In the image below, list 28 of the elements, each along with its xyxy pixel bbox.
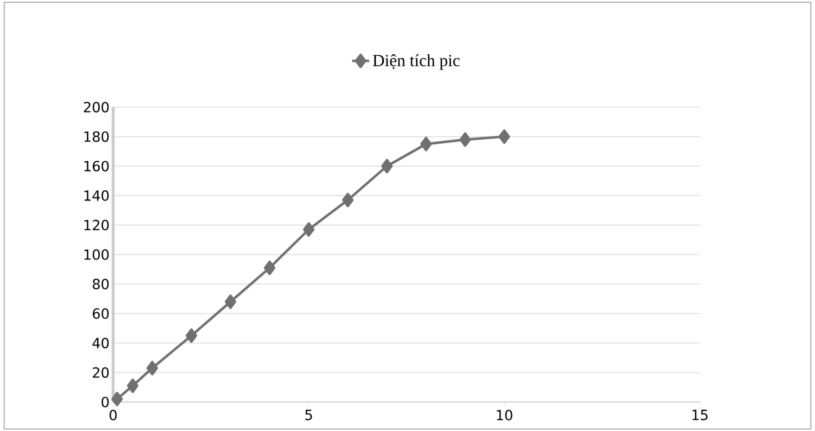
point	[459, 132, 471, 147]
y-tick-label: 0	[102, 396, 109, 408]
point	[224, 294, 236, 309]
x-tick-label: 0	[110, 410, 117, 420]
point	[264, 260, 276, 275]
point	[498, 129, 510, 144]
y-tick-label: 120	[84, 220, 109, 230]
y-tick-label: 40	[92, 338, 109, 348]
y-tick-label: 20	[92, 367, 109, 378]
point	[342, 192, 354, 208]
x-tick-label: 5	[305, 410, 312, 420]
legend-label: Diện tích pic	[372, 54, 460, 70]
point	[146, 360, 158, 376]
x-tick-label: 10	[496, 410, 512, 420]
y-tick-label: 100	[84, 249, 109, 260]
y-tick-label: 80	[92, 278, 109, 290]
point	[420, 136, 432, 152]
point	[381, 158, 393, 174]
point	[126, 378, 138, 393]
y-tick-label: 160	[84, 160, 109, 172]
y-tick-label: 60	[92, 308, 109, 319]
point	[111, 392, 123, 406]
point	[302, 222, 314, 237]
point	[186, 328, 198, 343]
y-tick-label: 200	[84, 102, 109, 112]
y-tick-label: 180	[84, 131, 109, 142]
y-tick-label: 140	[84, 190, 109, 201]
x-tick-label: 15	[692, 410, 708, 420]
